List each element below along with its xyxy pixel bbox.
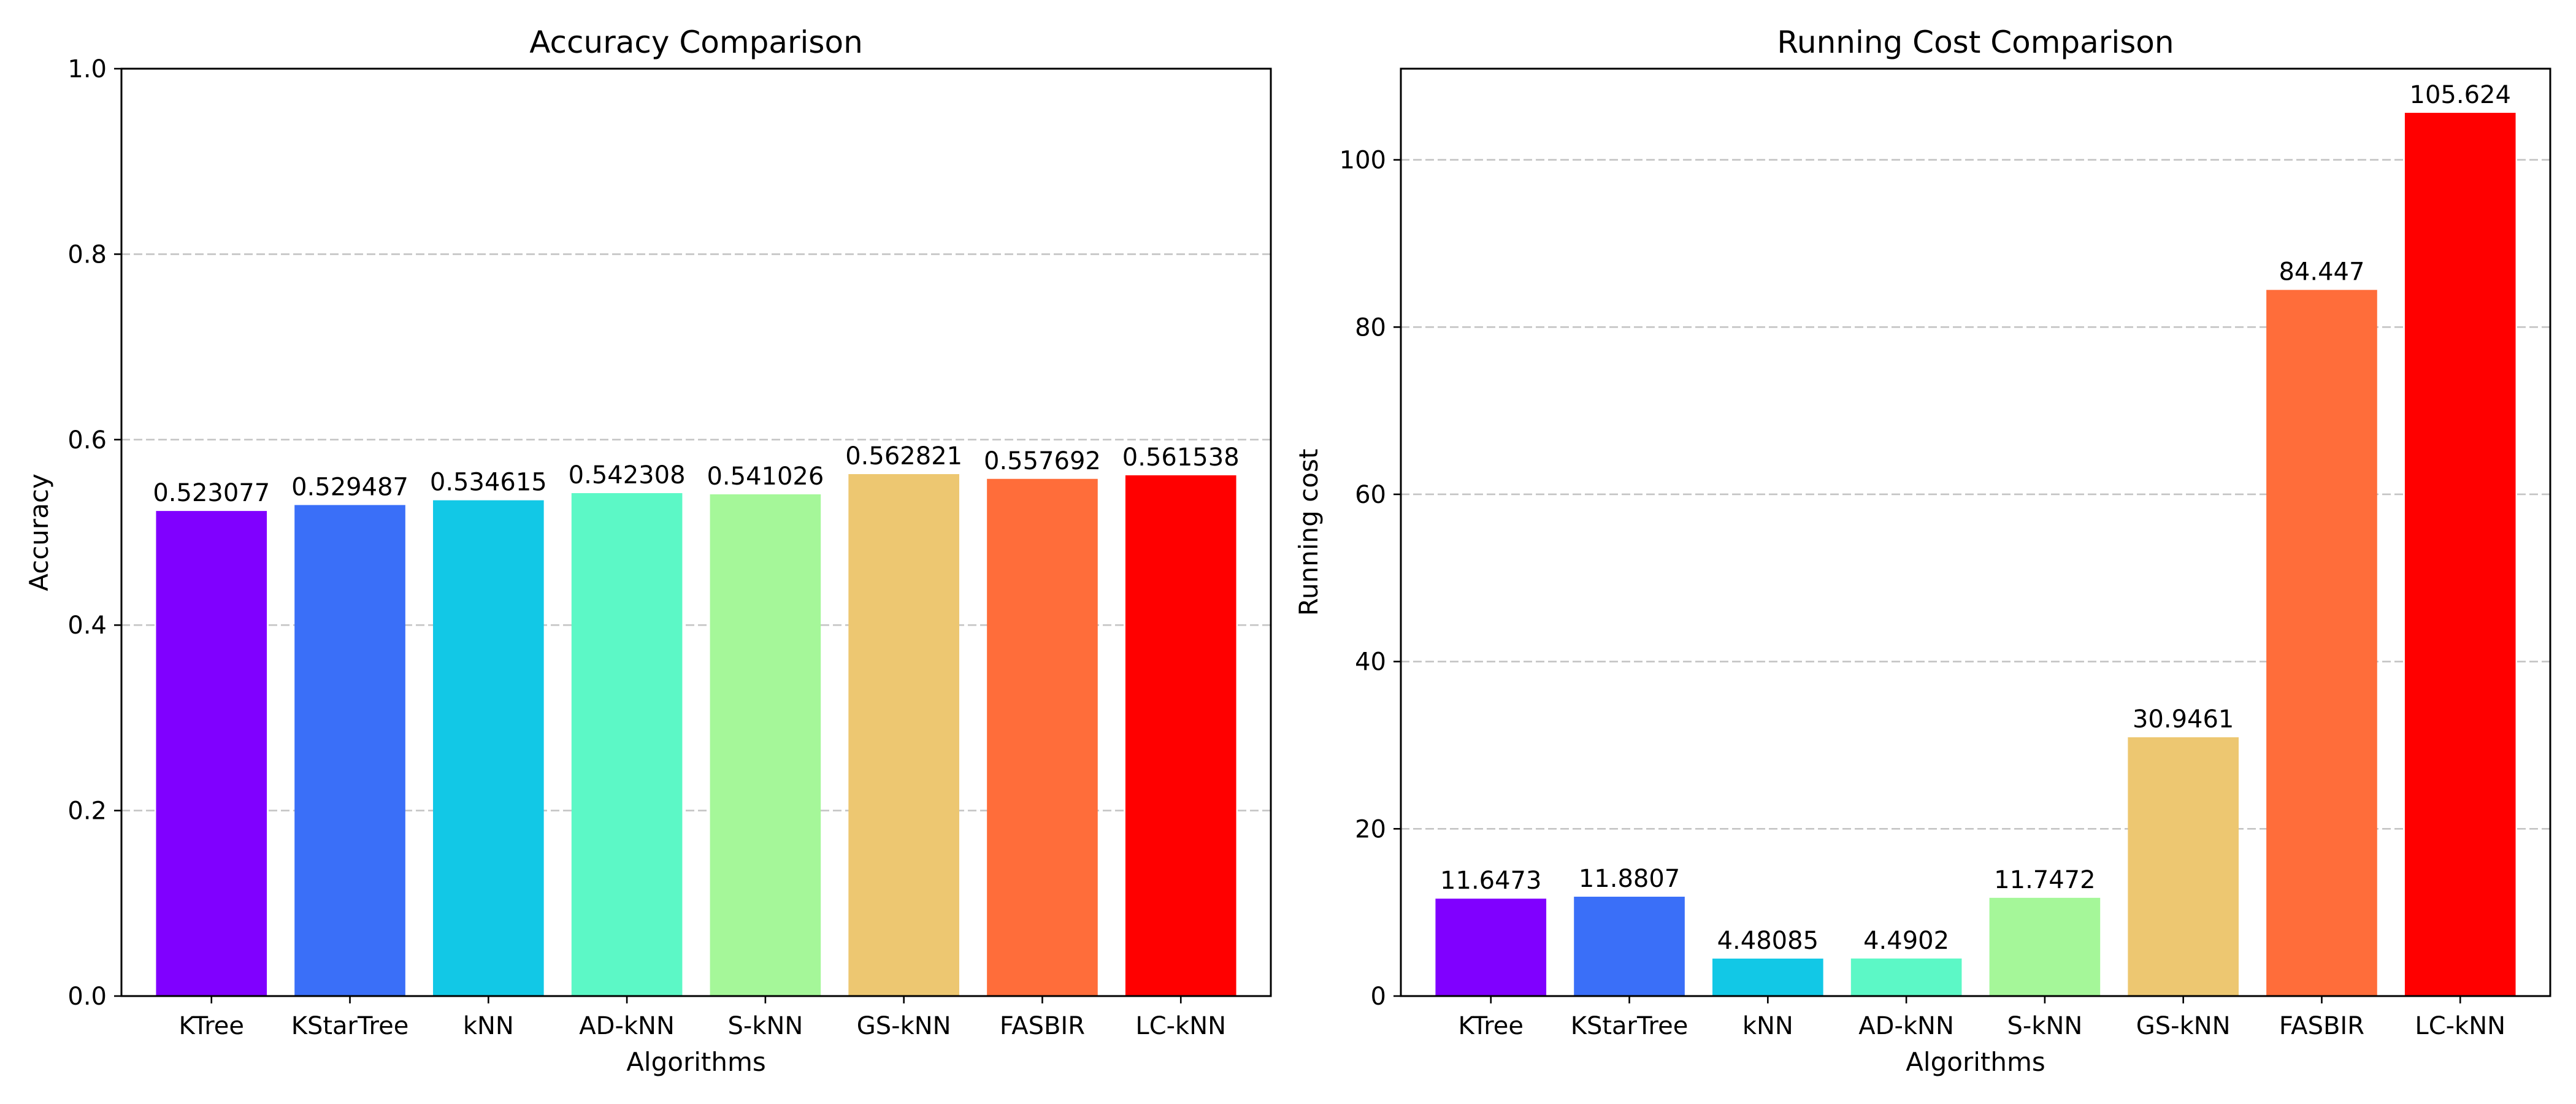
accuracy-value-label: 0.534615 <box>430 469 547 497</box>
running-cost-y-tick-label: 60 <box>1355 481 1386 509</box>
accuracy-y-tick-label: 0.2 <box>67 797 107 826</box>
running-cost-x-tick-label: S-kNN <box>2007 1012 2082 1040</box>
accuracy-bar-ktree <box>156 511 267 996</box>
accuracy-bar-s-knn <box>710 494 821 996</box>
accuracy-bar-kstartree <box>294 505 405 996</box>
accuracy-x-tick-label: AD-kNN <box>579 1012 675 1040</box>
running-cost-value-label: 4.4902 <box>1863 927 1949 955</box>
running-cost-bar-fasbir <box>2266 289 2377 996</box>
accuracy-bars <box>156 474 1236 996</box>
running-cost-value-label: 4.48085 <box>1717 927 1819 955</box>
accuracy-y-axis-label: Accuracy <box>24 473 54 591</box>
accuracy-bar-fasbir <box>987 478 1098 996</box>
accuracy-x-tick-label: KTree <box>179 1012 244 1040</box>
running-cost-bar-kstartree <box>1574 897 1685 996</box>
running-cost-x-tick-label: LC-kNN <box>2415 1012 2505 1040</box>
accuracy-value-label: 0.557692 <box>984 447 1101 475</box>
accuracy-value-label: 0.541026 <box>707 462 824 491</box>
running-cost-x-tick-label: AD-kNN <box>1858 1012 1954 1040</box>
accuracy-y-tick-label: 0.4 <box>67 611 107 640</box>
accuracy-y-tick-label: 0.8 <box>67 240 107 269</box>
running-cost-value-label: 105.624 <box>2410 81 2511 109</box>
accuracy-x-tick-label: GS-kNN <box>857 1012 951 1040</box>
accuracy-x-tick-label: KStarTree <box>291 1012 409 1040</box>
accuracy-chart-title: Accuracy Comparison <box>529 25 863 60</box>
running-cost-plot-frame <box>1400 67 2551 997</box>
running-cost-bar-s-knn <box>1989 897 2101 996</box>
accuracy-x-tick-label: kNN <box>463 1012 514 1040</box>
accuracy-bar-ad-knn <box>571 493 683 996</box>
running-cost-bar-gs-knn <box>2128 737 2239 996</box>
running-cost-value-label: 84.447 <box>2279 258 2364 286</box>
running-cost-y-axis-label: Running cost <box>1294 449 1324 616</box>
accuracy-value-labels: 0.523077 0.529487 0.534615 0.542308 0.541026… <box>153 442 1239 507</box>
running-cost-x-tick-label: FASBIR <box>2279 1012 2364 1040</box>
running-cost-value-label: 30.9461 <box>2133 705 2234 734</box>
running-cost-x-tick-label: GS-kNN <box>2136 1012 2231 1040</box>
running-cost-x-axis-label: Algorithms <box>1906 1047 2045 1077</box>
running-cost-bar-ad-knn <box>1850 958 1962 996</box>
accuracy-bar-knn <box>433 500 544 996</box>
running-cost-value-labels: 11.6473 11.8807 4.48085 4.4902 11.7472 30.946… <box>1440 81 2511 955</box>
running-cost-y-tick-label: 40 <box>1355 648 1386 677</box>
running-cost-x-tick-label: KTree <box>1459 1012 1524 1040</box>
accuracy-x-tick-label: S-kNN <box>727 1012 803 1040</box>
running-cost-y-tick-label: 80 <box>1355 313 1386 342</box>
running-cost-y-axis: 0 20 40 60 80 100 <box>1340 147 1401 1011</box>
accuracy-y-axis: 0.0 0.2 0.4 0.6 0.8 1.0 <box>67 55 121 1011</box>
accuracy-y-tick-label: 0.6 <box>67 426 107 454</box>
running-cost-bar-lc-knn <box>2404 112 2516 996</box>
accuracy-x-axis: KTree KStarTree kNN AD-kNN S-kNN GS-kNN FASBIR… <box>179 996 1226 1040</box>
accuracy-chart: 0.0 0.2 0.4 0.6 0.8 1.0 KTree KStarTree kNN AD-k… <box>24 25 1272 1077</box>
running-cost-x-tick-label: KStarTree <box>1571 1012 1689 1040</box>
accuracy-x-tick-label: LC-kNN <box>1135 1012 1226 1040</box>
running-cost-y-tick-label: 100 <box>1340 147 1386 175</box>
running-cost-bar-ktree <box>1435 899 1547 996</box>
running-cost-value-label: 11.6473 <box>1440 867 1541 895</box>
running-cost-bar-knn <box>1712 958 1823 996</box>
accuracy-y-tick-label: 0.0 <box>67 983 107 1011</box>
running-cost-bars <box>1435 112 2516 996</box>
accuracy-y-tick-label: 1.0 <box>67 55 107 83</box>
running-cost-value-label: 11.8807 <box>1579 865 1680 893</box>
running-cost-value-label: 11.7472 <box>1994 866 2095 894</box>
running-cost-y-tick-label: 20 <box>1355 815 1386 843</box>
accuracy-x-tick-label: FASBIR <box>1000 1012 1085 1040</box>
accuracy-value-label: 0.561538 <box>1122 443 1240 472</box>
accuracy-value-label: 0.529487 <box>291 473 408 501</box>
running-cost-x-axis: KTree KStarTree kNN AD-kNN S-kNN GS-kNN FASBIR… <box>1459 996 2505 1040</box>
accuracy-value-label: 0.542308 <box>569 461 686 489</box>
running-cost-y-tick-label: 0 <box>1371 983 1386 1011</box>
accuracy-value-label: 0.523077 <box>153 479 270 507</box>
running-cost-x-tick-label: kNN <box>1742 1012 1793 1040</box>
accuracy-x-axis-label: Algorithms <box>626 1047 766 1077</box>
accuracy-bar-lc-knn <box>1125 475 1236 996</box>
running-cost-chart-title: Running Cost Comparison <box>1777 25 2174 60</box>
accuracy-plot-frame <box>120 67 1272 997</box>
running-cost-chart: 0 20 40 60 80 100 KTree KStarTree kNN AD-kNN S-kN… <box>1294 25 2551 1077</box>
accuracy-value-label: 0.562821 <box>845 442 962 470</box>
accuracy-bar-gs-knn <box>848 474 959 996</box>
